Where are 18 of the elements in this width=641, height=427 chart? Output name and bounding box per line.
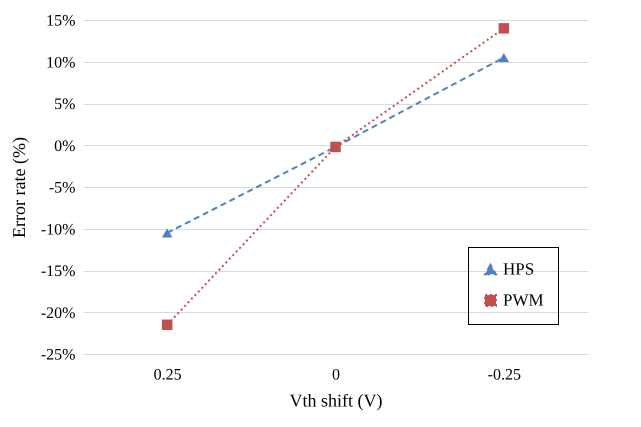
x-axis-title: Vth shift (V) xyxy=(290,390,382,410)
legend-label: HPS xyxy=(503,260,534,278)
y-tick-label: 5% xyxy=(54,96,76,113)
x-tick-label: 0 xyxy=(332,366,340,384)
y-tick-label: 15% xyxy=(46,12,76,30)
y-tick-label: -5% xyxy=(48,180,76,196)
point xyxy=(498,23,510,34)
x-tick-label: -0.25 xyxy=(488,366,521,384)
y-axis-title: Error rate (%) xyxy=(8,137,29,238)
point xyxy=(162,320,172,330)
y-tick-label: -25% xyxy=(40,346,76,364)
y-tick-label: 0% xyxy=(54,138,76,155)
legend-label: PWM xyxy=(503,290,544,310)
x-tick-label: 0.25 xyxy=(154,366,182,384)
y-tick-label: 10% xyxy=(46,54,76,72)
y-tick-label: -10% xyxy=(40,221,76,238)
y-tick-label: -20% xyxy=(40,304,76,322)
y-tick-label: -15% xyxy=(40,263,76,280)
